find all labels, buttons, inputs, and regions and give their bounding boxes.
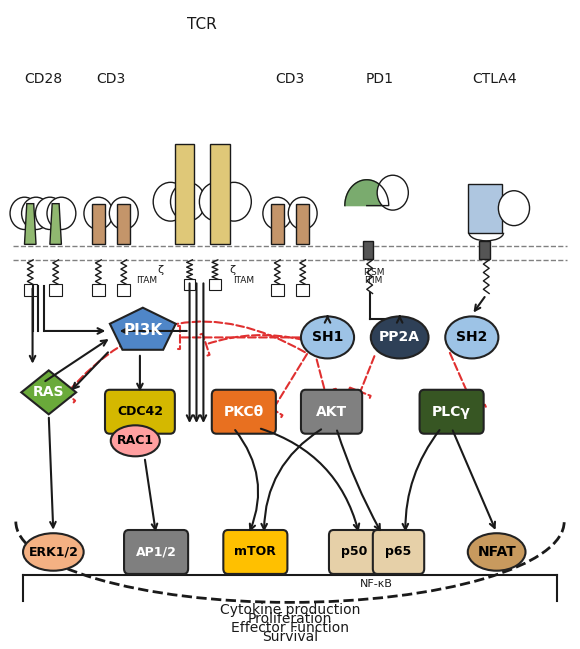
FancyBboxPatch shape	[92, 284, 105, 296]
Text: ITIM: ITIM	[364, 276, 383, 285]
Ellipse shape	[445, 317, 498, 358]
Polygon shape	[110, 308, 176, 350]
FancyBboxPatch shape	[296, 284, 309, 296]
Text: PP2A: PP2A	[379, 330, 420, 345]
FancyBboxPatch shape	[175, 144, 194, 245]
Circle shape	[217, 182, 251, 221]
Text: p65: p65	[385, 545, 412, 559]
FancyBboxPatch shape	[373, 530, 424, 574]
Text: NF-κB: NF-κB	[360, 580, 393, 589]
Text: ITAM: ITAM	[136, 276, 157, 285]
FancyBboxPatch shape	[296, 204, 309, 245]
Text: SH2: SH2	[456, 330, 488, 345]
FancyBboxPatch shape	[211, 144, 230, 245]
FancyBboxPatch shape	[271, 284, 284, 296]
Text: NFAT: NFAT	[477, 545, 516, 559]
FancyBboxPatch shape	[124, 530, 188, 574]
FancyBboxPatch shape	[223, 530, 288, 574]
Text: CD28: CD28	[24, 72, 62, 86]
FancyBboxPatch shape	[212, 390, 276, 434]
FancyBboxPatch shape	[329, 530, 380, 574]
Circle shape	[288, 197, 317, 230]
Text: PKCθ: PKCθ	[224, 405, 264, 419]
Polygon shape	[21, 371, 76, 414]
Ellipse shape	[301, 317, 354, 358]
Text: ζ: ζ	[229, 265, 235, 275]
Polygon shape	[50, 204, 61, 245]
Circle shape	[263, 197, 292, 230]
Circle shape	[498, 191, 530, 226]
FancyBboxPatch shape	[301, 390, 362, 434]
Text: ζ: ζ	[157, 265, 163, 275]
Text: ERK1/2: ERK1/2	[28, 545, 78, 559]
Text: SH1: SH1	[312, 330, 343, 345]
Text: AP1/2: AP1/2	[136, 545, 176, 559]
Polygon shape	[24, 204, 36, 245]
FancyBboxPatch shape	[117, 204, 130, 245]
FancyBboxPatch shape	[49, 284, 62, 296]
Circle shape	[171, 182, 205, 221]
Circle shape	[109, 197, 138, 230]
FancyBboxPatch shape	[468, 184, 502, 233]
Polygon shape	[345, 180, 389, 206]
FancyBboxPatch shape	[362, 241, 373, 258]
Text: mTOR: mTOR	[234, 545, 276, 559]
Text: Survival: Survival	[262, 630, 318, 644]
Text: Effector Function: Effector Function	[231, 621, 349, 635]
FancyBboxPatch shape	[24, 284, 37, 296]
Text: PD1: PD1	[365, 72, 393, 86]
Circle shape	[84, 197, 113, 230]
Circle shape	[377, 175, 408, 210]
Text: CTLA4: CTLA4	[473, 72, 517, 86]
Text: ITAM: ITAM	[233, 276, 255, 285]
FancyBboxPatch shape	[92, 204, 105, 245]
Circle shape	[47, 197, 76, 230]
FancyBboxPatch shape	[271, 204, 284, 245]
Circle shape	[21, 197, 50, 230]
FancyBboxPatch shape	[105, 390, 175, 434]
Ellipse shape	[468, 533, 525, 570]
FancyBboxPatch shape	[117, 284, 130, 296]
Text: TCR: TCR	[187, 16, 217, 32]
Text: Proliferation: Proliferation	[248, 612, 332, 626]
Text: p50: p50	[342, 545, 368, 559]
FancyBboxPatch shape	[419, 390, 484, 434]
Text: RAS: RAS	[33, 386, 64, 399]
Circle shape	[10, 197, 39, 230]
Text: ITSM: ITSM	[363, 268, 385, 277]
Text: CD3: CD3	[276, 72, 304, 86]
Text: Cytokine production: Cytokine production	[220, 603, 360, 617]
Text: AKT: AKT	[316, 405, 347, 419]
Ellipse shape	[371, 317, 429, 358]
Ellipse shape	[23, 533, 84, 570]
Text: CDC42: CDC42	[117, 405, 163, 418]
Text: PLCγ: PLCγ	[432, 405, 471, 419]
Text: PI3K: PI3K	[123, 323, 162, 339]
Ellipse shape	[111, 425, 160, 456]
FancyBboxPatch shape	[184, 279, 195, 289]
FancyBboxPatch shape	[479, 241, 490, 258]
Circle shape	[35, 197, 64, 230]
Text: RAC1: RAC1	[117, 434, 154, 447]
Circle shape	[153, 182, 188, 221]
Circle shape	[200, 182, 234, 221]
FancyBboxPatch shape	[209, 279, 221, 289]
Text: CD3: CD3	[96, 72, 126, 86]
